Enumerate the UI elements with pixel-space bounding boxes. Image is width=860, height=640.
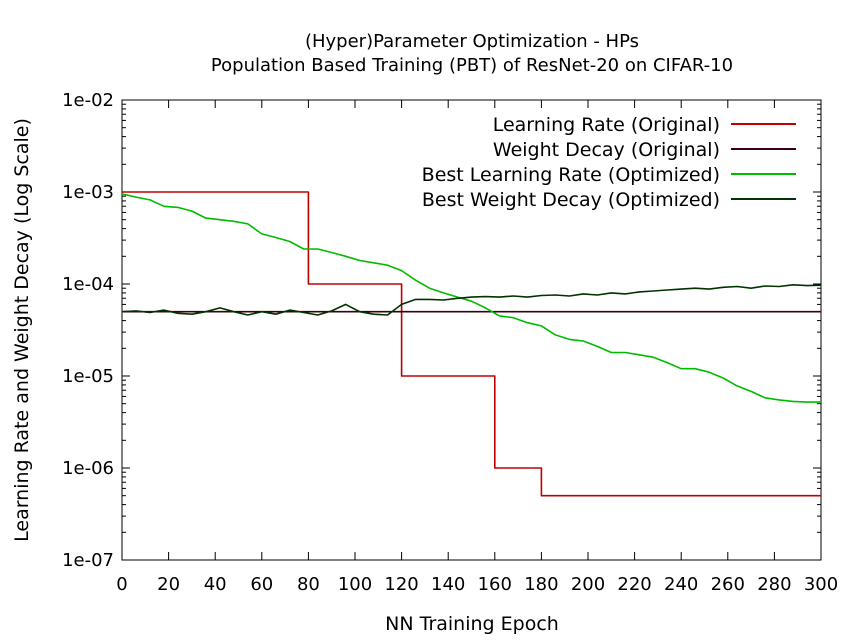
series-line-learning-rate-original xyxy=(122,191,821,497)
x-tick-label: 240 xyxy=(664,574,698,595)
legend: Learning Rate (Original) Weight Decay (Or… xyxy=(422,114,796,211)
x-tick-label: 40 xyxy=(204,574,227,595)
series-line-best-learning-rate-optimized xyxy=(121,193,821,403)
y-tick-label: 1e-03 xyxy=(62,182,114,203)
x-tick-label: 300 xyxy=(804,574,838,595)
chart-title-line-2: Population Based Training (PBT) of ResNe… xyxy=(211,55,733,76)
legend-label-best-learning-rate-optimized: Best Learning Rate (Optimized) xyxy=(422,164,720,186)
chart-title-line-1: (Hyper)Parameter Optimization - HPs xyxy=(305,31,639,52)
x-tick-label: 200 xyxy=(571,574,605,595)
y-tick-label: 1e-07 xyxy=(62,550,114,571)
legend-label-weight-decay-original: Weight Decay (Original) xyxy=(493,139,720,161)
x-tick-label: 120 xyxy=(384,574,418,595)
x-axis-label: NN Training Epoch xyxy=(385,613,559,635)
x-tick-label: 160 xyxy=(478,574,512,595)
x-tick-label: 100 xyxy=(338,574,372,595)
x-tick-label: 140 xyxy=(431,574,465,595)
y-tick-label: 1e-05 xyxy=(62,366,114,387)
plot-frame xyxy=(121,99,822,561)
legend-label-best-weight-decay-optimized: Best Weight Decay (Optimized) xyxy=(422,189,720,211)
x-tick-label: 260 xyxy=(711,574,745,595)
x-tick-label: 220 xyxy=(617,574,651,595)
series-line-best-weight-decay-optimized xyxy=(121,283,822,316)
x-tick-label: 180 xyxy=(524,574,558,595)
x-tick-label: 20 xyxy=(157,574,180,595)
x-tick-label: 280 xyxy=(757,574,791,595)
y-axis-label: Learning Rate and Weight Decay (Log Scal… xyxy=(11,118,33,542)
x-tick-label: 80 xyxy=(297,574,320,595)
x-tick-label: 0 xyxy=(116,574,127,595)
x-tick-labels: 0 20 40 60 80 100 120 140 160 180 200 220 240 260 280 3… xyxy=(116,574,838,595)
tick-marks-layer xyxy=(121,99,822,561)
y-tick-label: 1e-02 xyxy=(62,90,114,111)
legend-label-learning-rate-original: Learning Rate (Original) xyxy=(493,114,720,136)
y-tick-label: 1e-04 xyxy=(62,274,114,295)
series-layer xyxy=(121,191,822,497)
x-tick-label: 60 xyxy=(250,574,273,595)
y-tick-labels: 1e-07 1e-06 1e-05 1e-04 1e-03 1e-02 xyxy=(62,90,114,571)
y-tick-label: 1e-06 xyxy=(62,458,114,479)
